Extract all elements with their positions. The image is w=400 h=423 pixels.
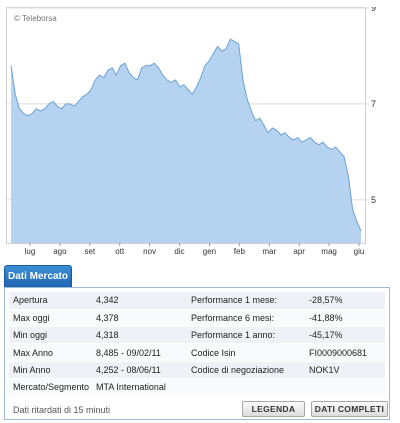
cell-value2: NOK1V [305, 361, 385, 379]
table-row: Min oggi 4,318 Performance 1 anno: -45,17% [9, 326, 385, 345]
x-tick-label: nov [143, 247, 156, 256]
y-tick-label: 9 [371, 7, 376, 13]
cell-label: Max Anno [9, 343, 92, 362]
price-area [11, 39, 361, 244]
cell-label: Apertura [9, 292, 92, 310]
cell-label2: Performance 6 mesi: [187, 309, 305, 328]
cell-value2: -41,88% [305, 309, 385, 328]
price-chart: © Teleborsa 9 7 5 lug ago set ott nov dic gen feb… [6, 7, 380, 256]
delay-note: Dati ritardati di 15 minuti [13, 405, 111, 415]
cell-value: 4,378 [92, 309, 187, 328]
x-tick-label: feb [234, 247, 246, 256]
cell-value: 4,318 [92, 326, 187, 345]
x-tick-label: apr [293, 247, 305, 256]
chart-watermark: © Teleborsa [14, 14, 57, 23]
dati-completi-button[interactable]: DATI COMPLETI [311, 401, 388, 417]
cell-value: 4,252 - 08/06/11 [92, 361, 187, 379]
cell-label: Max oggi [9, 309, 92, 328]
market-data-table: Apertura 4,342 Performance 1 mese: -28,57% M… [9, 292, 385, 397]
cell-value2 [305, 378, 385, 397]
table-row: Max Anno 8,485 - 09/02/11 Codice Isin FI000… [9, 343, 385, 362]
legenda-button-label: LEGENDA [251, 404, 296, 414]
y-tick-label: 7 [371, 99, 376, 109]
cell-label2 [187, 378, 305, 397]
tab-dati-mercato[interactable]: Dati Mercato [4, 265, 72, 287]
table-row: Min Anno 4,252 - 08/06/11 Codice di negozi… [9, 361, 385, 379]
cell-value2: -28,57% [305, 292, 385, 310]
price-chart-svg: © Teleborsa 9 7 5 lug ago set ott nov dic gen feb… [6, 7, 376, 256]
tab-dati-mercato-label: Dati Mercato [7, 271, 68, 282]
cell-value2: FI0009000681 [305, 343, 385, 362]
cell-label2: Codice Isin [187, 343, 305, 362]
table-row: Mercato/Segmento MTA International [9, 378, 385, 397]
x-tick-label: lug [25, 247, 36, 256]
cell-value: 8,485 - 09/02/11 [92, 343, 187, 362]
cell-label: Mercato/Segmento [9, 378, 92, 397]
cell-label2: Performance 1 anno: [187, 326, 305, 345]
cell-value: MTA International [92, 378, 187, 397]
cell-value: 4,342 [92, 292, 187, 310]
table-row: Apertura 4,342 Performance 1 mese: -28,57% [9, 292, 385, 310]
cell-label2: Codice di negoziazione [187, 361, 305, 379]
dati-completi-button-label: DATI COMPLETI [314, 404, 385, 414]
cell-label2: Performance 1 mese: [187, 292, 305, 310]
x-tick-label: mar [262, 247, 276, 256]
cell-value2: -45,17% [305, 326, 385, 345]
market-data-panel: Apertura 4,342 Performance 1 mese: -28,57% M… [4, 287, 390, 420]
y-tick-label: 5 [371, 195, 376, 205]
x-tick-label: dic [174, 247, 184, 256]
x-tick-label: giu [354, 247, 365, 256]
cell-label: Min oggi [9, 326, 92, 345]
x-tick-label: set [84, 247, 95, 256]
cell-label: Min Anno [9, 361, 92, 379]
x-tick-label: ago [53, 247, 67, 256]
x-tick-label: gen [203, 247, 216, 256]
price-line [10, 38, 362, 232]
x-tick-label: mag [321, 247, 337, 256]
x-tick-label: ott [115, 247, 125, 256]
legenda-button[interactable]: LEGENDA [242, 401, 305, 417]
table-row: Max oggi 4,378 Performance 6 mesi: -41,88% [9, 309, 385, 328]
